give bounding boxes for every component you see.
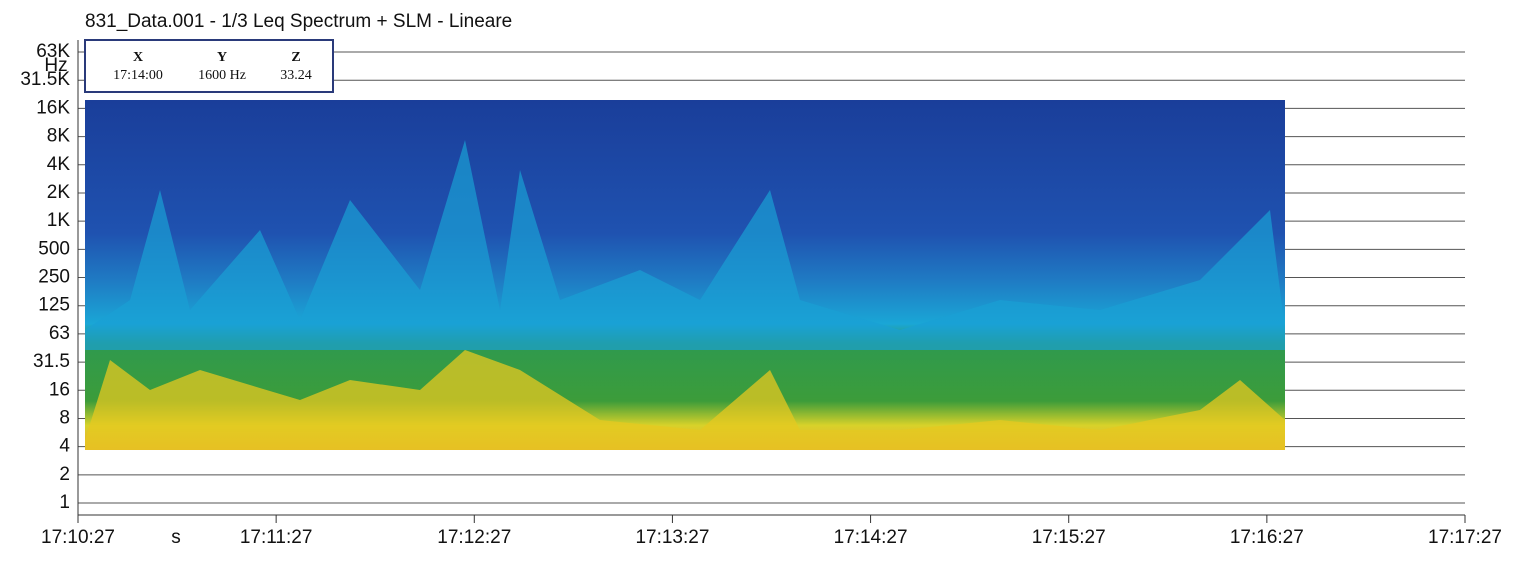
x-tick-label: 17:15:27 xyxy=(1032,527,1106,548)
y-tick-label: 2 xyxy=(59,464,70,485)
x-tick-label: 17:10:27 xyxy=(41,527,115,548)
cursor-header: Z xyxy=(291,50,300,65)
cursor-readout: X 17:14:00 Y 1600 Hz Z 33.24 xyxy=(84,39,334,93)
x-tick-label: 17:11:27 xyxy=(240,527,313,548)
cursor-box xyxy=(84,39,334,93)
x-axis-label: s xyxy=(171,527,181,548)
x-tick-label: 17:13:27 xyxy=(635,527,709,548)
x-tick-label: 17:16:27 xyxy=(1230,527,1304,548)
y-tick-label: 16 xyxy=(49,379,70,400)
cursor-value: 33.24 xyxy=(280,68,312,83)
y-tick-label: 63K xyxy=(36,41,70,62)
y-tick-label: 16K xyxy=(36,97,70,118)
x-tick-label: 17:17:27 xyxy=(1428,527,1502,548)
y-tick-label: 125 xyxy=(38,295,70,316)
y-axis-label: Hz xyxy=(44,55,67,76)
x-tick-label: 17:14:27 xyxy=(834,527,908,548)
y-tick-label: 8K xyxy=(47,126,71,147)
spectrogram-field xyxy=(85,350,1285,450)
y-tick-label: 31.5 xyxy=(33,351,70,372)
y-tick-label: 500 xyxy=(38,238,70,259)
cursor-header: Y xyxy=(217,50,227,65)
cursor-header: X xyxy=(133,50,143,65)
y-tick-label: 1 xyxy=(59,492,70,513)
spectrogram-field xyxy=(85,140,1285,350)
cursor-value: 17:14:00 xyxy=(113,68,163,83)
spectrogram-field xyxy=(85,100,1285,450)
y-tick-label: 250 xyxy=(38,267,70,288)
y-tick-label: 2K xyxy=(47,182,71,203)
x-tick-label: 17:12:27 xyxy=(437,527,511,548)
y-tick-label: 4 xyxy=(59,436,70,457)
y-tick-label: 31.5K xyxy=(20,69,70,90)
y-tick-label: 4K xyxy=(47,154,71,175)
y-tick-label: 1K xyxy=(47,210,71,231)
y-tick-label: 63 xyxy=(49,323,70,344)
cursor-value: 1600 Hz xyxy=(198,68,246,83)
y-tick-label: 8 xyxy=(59,407,70,428)
chart-title: 831_Data.001 - 1/3 Leq Spectrum + SLM - … xyxy=(85,11,512,32)
